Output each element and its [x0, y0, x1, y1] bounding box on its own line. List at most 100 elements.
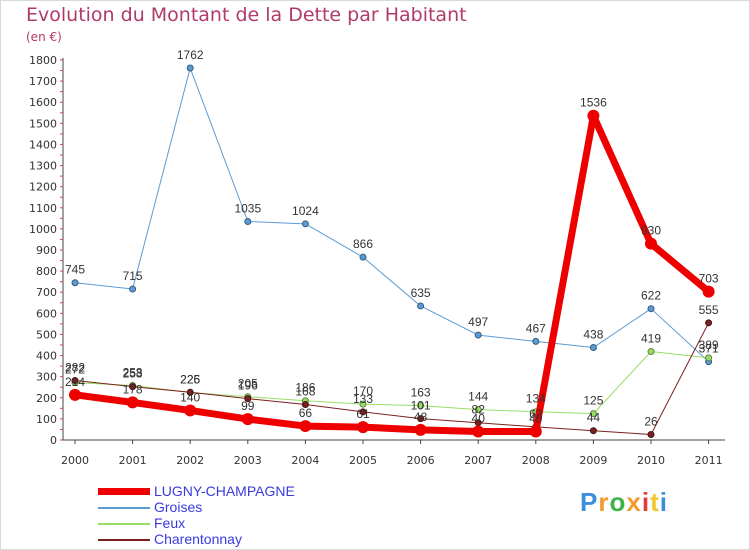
- chart-title: Evolution du Montant de la Dette par Hab…: [26, 4, 467, 26]
- y-tick-label: 400: [36, 350, 57, 363]
- data-label: 178: [123, 382, 143, 396]
- data-point: [417, 415, 425, 423]
- data-point: [589, 410, 597, 418]
- proxiti-logo: Proxiti: [580, 487, 668, 518]
- data-point: [301, 220, 309, 228]
- data-label: 930: [641, 224, 661, 238]
- data-point: [702, 285, 715, 298]
- x-tick-label: 2002: [176, 454, 204, 467]
- data-point: [589, 427, 597, 435]
- data-label: 555: [699, 303, 719, 317]
- data-label: 99: [241, 399, 255, 413]
- data-label: 40: [529, 412, 543, 426]
- x-tick-label: 2009: [579, 454, 607, 467]
- data-label: 282: [65, 360, 85, 374]
- data-label: 715: [123, 269, 143, 283]
- y-tick-label: 600: [36, 307, 57, 320]
- data-label: 40: [472, 412, 486, 426]
- data-label: 258: [123, 366, 143, 380]
- data-label: 48: [414, 410, 428, 424]
- logo-letter: i: [659, 487, 668, 517]
- y-tick-label: 700: [36, 286, 57, 299]
- logo-letter: i: [641, 487, 651, 517]
- legend-label: Charentonnay: [154, 531, 242, 547]
- data-label: 44: [587, 411, 601, 425]
- data-label: 703: [699, 272, 719, 286]
- y-tick-label: 100: [36, 413, 57, 426]
- data-point: [645, 237, 657, 250]
- data-point: [129, 285, 137, 293]
- data-label: 196: [238, 379, 258, 393]
- data-point: [71, 279, 79, 287]
- data-label: 144: [468, 390, 488, 404]
- data-point: [359, 400, 367, 408]
- data-label: 214: [65, 375, 85, 389]
- y-tick-label: 1300: [29, 160, 57, 173]
- x-tick-label: 2008: [522, 454, 550, 467]
- y-tick-label: 1400: [29, 138, 57, 151]
- x-tick-label: 2007: [464, 454, 492, 467]
- x-tick-label: 2000: [61, 454, 89, 467]
- data-label: 168: [295, 385, 315, 399]
- series-line-lugny-champagne: [71, 112, 713, 436]
- data-label: 186: [295, 381, 315, 395]
- data-point: [529, 425, 542, 438]
- data-label: 419: [641, 332, 661, 346]
- y-tick-label: 1200: [29, 181, 57, 194]
- data-point: [359, 408, 367, 416]
- x-tick-label: 2011: [695, 454, 723, 467]
- data-label: 170: [353, 384, 373, 398]
- data-point: [184, 404, 197, 417]
- data-point: [126, 396, 139, 409]
- data-label: 1035: [234, 202, 261, 216]
- data-point: [359, 253, 367, 261]
- y-tick-label: 500: [36, 328, 57, 341]
- data-point: [301, 401, 309, 409]
- data-label: 389: [699, 338, 719, 352]
- unit-label: (en €): [26, 30, 62, 44]
- data-point: [647, 305, 655, 313]
- y-tick-label: 1800: [29, 54, 57, 67]
- data-label: 82: [472, 403, 486, 417]
- x-tick-label: 2003: [234, 454, 262, 467]
- data-point: [69, 388, 81, 401]
- data-label: 371: [699, 342, 719, 356]
- data-label: 66: [299, 406, 313, 420]
- logo-letter: t: [650, 487, 660, 517]
- data-label: 61: [356, 407, 370, 421]
- data-label: 253: [123, 367, 143, 381]
- data-label: 1762: [177, 48, 204, 62]
- data-label: 62: [529, 407, 543, 421]
- data-point: [532, 337, 540, 345]
- data-point: [186, 388, 194, 396]
- legend-label: Groises: [154, 499, 203, 515]
- y-tick-label: 300: [36, 371, 57, 384]
- data-point: [587, 109, 600, 122]
- legend-swatch: [98, 539, 150, 541]
- data-point: [589, 344, 597, 352]
- data-label: 635: [411, 286, 431, 300]
- data-label: 134: [526, 392, 546, 406]
- data-point: [244, 395, 252, 403]
- data-label: 1536: [580, 96, 607, 110]
- data-label: 272: [65, 363, 85, 377]
- data-label: 133: [353, 392, 373, 406]
- y-tick-label: 1000: [29, 223, 57, 236]
- y-tick-label: 900: [36, 244, 57, 257]
- x-tick-label: 2004: [291, 454, 319, 467]
- data-label: 101: [411, 399, 431, 413]
- y-tick-label: 200: [36, 392, 57, 405]
- logo-letter: o: [609, 487, 627, 517]
- y-tick-label: 1700: [29, 75, 57, 88]
- legend-swatch: [98, 507, 150, 509]
- data-label: 745: [65, 263, 85, 277]
- data-label: 1024: [292, 204, 319, 218]
- x-tick-label: 2001: [119, 454, 147, 467]
- data-point: [647, 348, 655, 356]
- y-tick-label: 0: [50, 434, 57, 447]
- y-tick-label: 1500: [29, 117, 57, 130]
- data-label: 226: [180, 372, 200, 386]
- data-point: [299, 420, 312, 433]
- data-point: [129, 383, 137, 391]
